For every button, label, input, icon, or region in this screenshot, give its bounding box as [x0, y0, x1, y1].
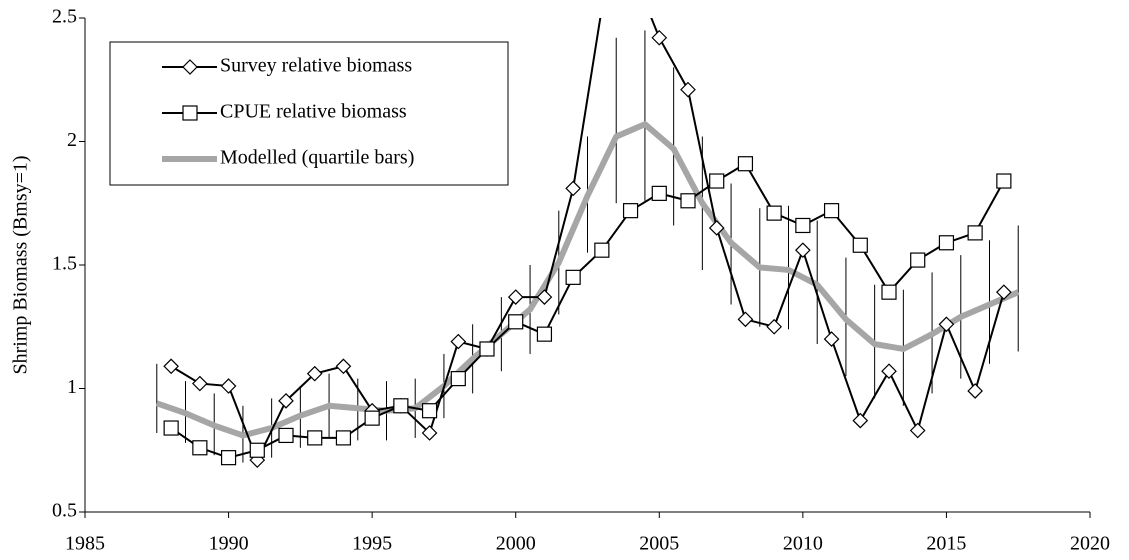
square-marker	[335, 430, 352, 446]
series-line	[170, 18, 1005, 462]
square-marker	[938, 235, 955, 251]
diamond-marker	[192, 375, 208, 392]
square-marker	[450, 371, 466, 387]
square-marker	[479, 341, 495, 357]
y-tick-label: 1	[67, 376, 77, 398]
diamond-marker	[996, 284, 1012, 301]
diamond-marker	[881, 363, 897, 380]
diamond-marker	[680, 81, 696, 98]
square-marker	[565, 269, 581, 285]
square-marker	[594, 242, 610, 258]
square-marker	[163, 420, 179, 436]
diamond-marker	[967, 383, 983, 399]
x-tick-label: 2015	[926, 533, 966, 555]
square-marker	[967, 225, 983, 241]
diamond-marker	[795, 242, 811, 259]
square-marker	[996, 173, 1012, 189]
x-tick-label: 2000	[496, 533, 536, 555]
square-marker	[823, 203, 840, 219]
x-tick-label: 2005	[639, 533, 679, 555]
diamond-marker	[335, 358, 352, 375]
y-tick-label: 1.5	[52, 253, 77, 275]
diamond-marker	[565, 180, 581, 197]
diamond-marker	[909, 422, 926, 439]
y-axis-label: Shrimp Biomass (Bmsy=1)	[10, 155, 32, 374]
square-marker	[508, 314, 524, 330]
y-tick-label: 0.5	[52, 500, 77, 522]
square-marker	[709, 173, 725, 189]
legend-label: Modelled (quartile bars)	[220, 147, 414, 169]
diamond-marker	[737, 311, 754, 328]
x-tick-label: 1990	[209, 533, 249, 555]
diamond-marker	[651, 29, 668, 46]
legend-label: CPUE relative biomass	[220, 101, 407, 123]
square-marker	[421, 403, 438, 419]
y-tick-label: 2	[67, 129, 77, 151]
square-marker	[192, 440, 208, 456]
diamond-marker	[595, 1, 609, 15]
square-marker	[622, 203, 639, 219]
diamond-marker	[507, 289, 524, 305]
diamond-marker	[278, 393, 294, 409]
diamond-marker	[708, 220, 725, 236]
diamond-marker	[163, 358, 179, 375]
diamond-marker	[766, 318, 782, 335]
square-marker	[307, 430, 323, 446]
square-marker	[737, 156, 754, 172]
square-marker	[249, 442, 265, 458]
square-marker	[766, 205, 782, 221]
diamond-marker	[306, 365, 323, 382]
x-tick-label: 2020	[1070, 533, 1110, 555]
diamond-marker	[220, 378, 237, 394]
plot-area	[155, 1, 1020, 468]
square-marker	[852, 237, 868, 253]
square-marker	[881, 284, 897, 300]
square-marker	[364, 410, 380, 426]
x-tick-label: 2010	[783, 533, 823, 555]
x-tick-label: 1985	[65, 533, 105, 555]
y-tick-label: 2.5	[52, 6, 77, 28]
square-marker	[910, 252, 926, 268]
square-marker	[536, 326, 553, 342]
square-marker	[278, 427, 294, 444]
diamond-marker	[421, 425, 438, 441]
x-tick-label: 1995	[352, 533, 392, 555]
diamond-marker	[536, 289, 553, 305]
legend-marker	[182, 59, 198, 75]
legend-marker	[182, 105, 198, 121]
diamond-marker	[938, 316, 955, 333]
diamond-marker	[852, 412, 869, 429]
diamond-marker	[450, 333, 467, 350]
diamond-marker	[823, 331, 840, 347]
square-marker	[393, 398, 409, 414]
square-marker	[651, 185, 667, 201]
series-line	[155, 121, 1020, 439]
square-marker	[220, 450, 237, 466]
square-marker	[795, 217, 811, 234]
legend-label: Survey relative biomass	[220, 55, 412, 77]
square-marker	[680, 193, 696, 209]
